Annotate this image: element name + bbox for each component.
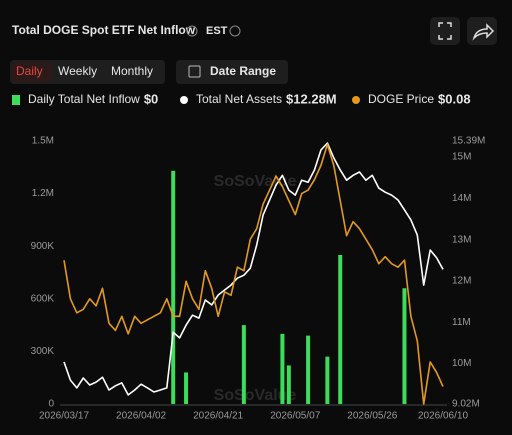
bar	[280, 333, 285, 404]
y2-tick-label: 14M	[452, 193, 471, 204]
bar	[325, 356, 330, 404]
tab[interactable]: Weekly	[58, 64, 97, 78]
info-icon[interactable]	[186, 25, 198, 37]
legend-value: $0.08	[438, 91, 471, 106]
title: Total DOGE Spot ETF Net Inflow	[12, 23, 196, 37]
x-tick-label: 2026/04/21	[193, 411, 243, 422]
y-tick-label: 900K	[31, 241, 55, 252]
line	[63, 142, 444, 396]
y2-tick-label: 15.39M	[452, 136, 485, 147]
y-tick-label: 300K	[31, 346, 55, 357]
legend-value: $0	[144, 91, 158, 106]
legend-swatch	[180, 96, 188, 104]
legend-value: $12.28M	[286, 91, 337, 106]
y2-tick-label: 15M	[452, 152, 471, 163]
watermark: SoSoValue	[214, 173, 297, 190]
legend-label: Total Net Assets	[196, 92, 282, 106]
date-range-button[interactable]	[176, 60, 288, 84]
line	[63, 143, 444, 405]
tab-active	[12, 62, 52, 82]
calendar-icon	[188, 65, 201, 78]
tab[interactable]: Monthly	[111, 64, 153, 78]
legend-swatch	[352, 96, 360, 104]
timezone[interactable]: EST	[206, 25, 228, 37]
share-icon	[472, 23, 495, 41]
bar	[171, 170, 176, 404]
bar	[286, 365, 291, 404]
x-tick-label: 2026/05/07	[270, 411, 320, 422]
info-icon[interactable]	[229, 25, 241, 37]
y2-tick-label: 11M	[452, 317, 471, 328]
date-range-label[interactable]: Date Range	[210, 64, 276, 78]
fullscreen-icon	[438, 22, 452, 40]
y2-tick-label: 12M	[452, 276, 471, 287]
legend-swatch	[12, 95, 20, 105]
bar	[402, 288, 407, 404]
bar	[184, 372, 189, 404]
y-tick-label: 1.5M	[32, 136, 54, 147]
y-tick-label: 0	[48, 399, 54, 410]
legend-label: Daily Total Net Inflow	[28, 92, 140, 106]
legend-label: DOGE Price	[368, 92, 434, 106]
fullscreen-button[interactable]	[430, 17, 460, 45]
watermark: SoSoValue	[214, 387, 297, 404]
y-tick-label: 1.2M	[32, 188, 54, 199]
y2-tick-label: 9.02M	[452, 399, 480, 410]
y2-tick-label: 10M	[452, 358, 471, 369]
bar	[241, 325, 246, 404]
bar	[306, 335, 311, 404]
bar	[338, 254, 343, 404]
x-tick-label: 2026/05/26	[347, 411, 397, 422]
x-tick-label: 2026/04/02	[116, 411, 166, 422]
tab[interactable]: Daily	[16, 64, 43, 78]
y-tick-label: 600K	[31, 293, 55, 304]
y2-tick-label: 13M	[452, 234, 471, 245]
x-tick-label: 2026/06/10	[418, 411, 468, 422]
x-tick-label: 2026/03/17	[39, 411, 89, 422]
